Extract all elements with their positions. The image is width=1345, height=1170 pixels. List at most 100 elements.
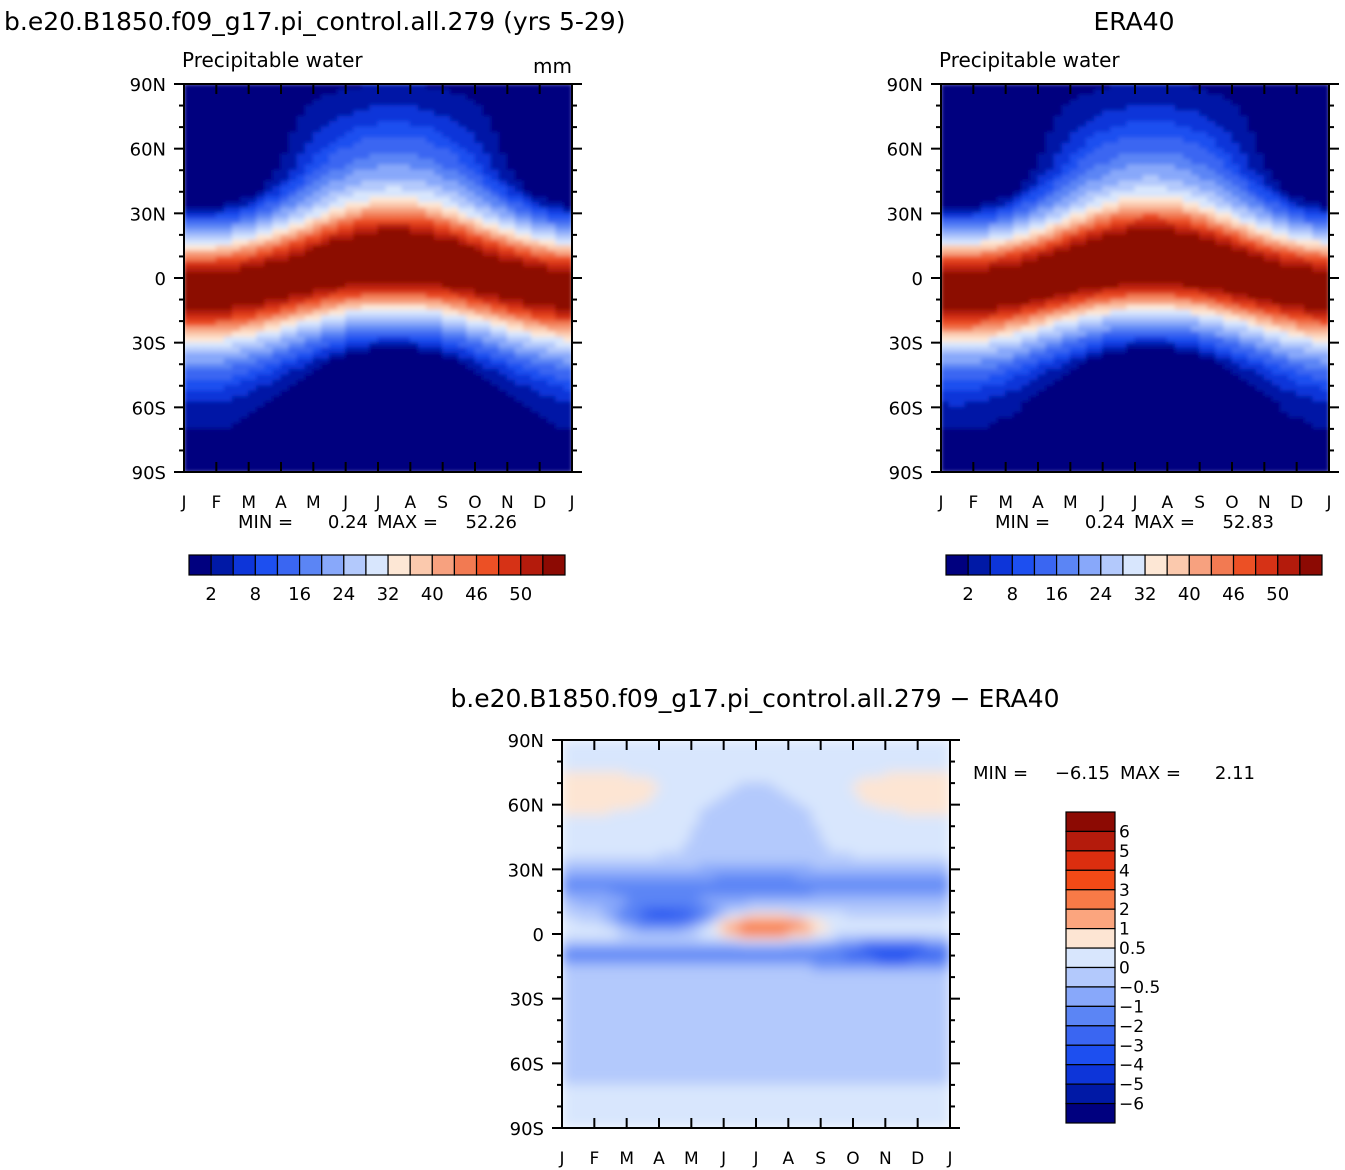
panel-right-field-cell (956, 288, 966, 295)
panel-left-field-cell (417, 132, 428, 139)
panel-right-subtitle: Precipitable water (939, 48, 1120, 72)
panel-right-field-cell (1013, 142, 1023, 150)
panel-left-field-cell (514, 202, 525, 209)
panel-left-field-cell (312, 88, 323, 96)
panel-right-field-cell (1029, 126, 1039, 134)
panel-left-field-cell (184, 304, 193, 312)
panel-right-field-cell (997, 223, 1007, 231)
panel-right-field-cell (1005, 185, 1015, 193)
panel-left-field-cell (264, 255, 274, 263)
panel-right-field-cell (1029, 169, 1039, 177)
panel-left-field-cell (466, 396, 476, 403)
panel-left-field-cell (264, 212, 274, 220)
panel-right-field-cell (1045, 460, 1055, 468)
panel-left-field-cell (523, 158, 533, 166)
panel-left-field-cell (490, 444, 500, 452)
panel-right-field-cell (1045, 94, 1055, 101)
panel-left-field-cell (329, 207, 339, 215)
panel-right-field-cell (972, 255, 983, 263)
panel-left-field-cell (539, 191, 549, 198)
panel-left-field-cell (215, 342, 226, 349)
panel-right-field-cell (948, 379, 958, 387)
panel-left-field-cell (184, 309, 193, 317)
panel-left-field-cell (482, 255, 492, 263)
panel-left-field-cell (409, 245, 420, 252)
panel-right-field-cell (1086, 396, 1096, 403)
panel-left-field-cell (248, 363, 258, 371)
panel-right-field-cell (1021, 406, 1031, 414)
panel-left-field-cell (401, 309, 412, 317)
panel-left-field-cell (531, 142, 541, 150)
panel-right-field-cell (1029, 153, 1039, 161)
panel-right-field-cell (980, 196, 991, 204)
panel-left-field-cell (288, 444, 298, 452)
panel-left-field-cell (361, 229, 371, 236)
panel-left-field-cell (304, 148, 315, 155)
panel-left-field-cell (207, 401, 218, 409)
panel-left-field-cell (191, 347, 201, 355)
panel-right-field-cell (997, 250, 1007, 258)
panel-right-field-cell (972, 320, 983, 328)
panel-left-field-cell (353, 266, 363, 274)
panel-left-field-cell (506, 331, 517, 338)
panel-left-field-cell (474, 315, 484, 322)
panel-right-field-cell (941, 423, 950, 430)
panel-left-field-cell (199, 245, 209, 252)
panel-right-field-cell (1053, 272, 1063, 279)
panel-right-field-cell (1061, 223, 1072, 231)
panel-left-field-cell (256, 84, 266, 91)
panel-left-field-cell (345, 406, 355, 414)
panel-left-field-cell (393, 390, 403, 398)
panel-left-field-cell (490, 277, 500, 285)
panel-left-field-cell (409, 191, 420, 198)
panel-left-field-cell (320, 412, 331, 419)
panel-right-field-cell (941, 175, 950, 182)
panel-left-field-cell (264, 164, 274, 171)
panel-left-field-cell (312, 94, 323, 101)
panel-left-field-cell (223, 401, 234, 409)
panel-left-field-cell (531, 110, 541, 118)
panel-left-field-cell (240, 331, 250, 338)
panel-right-field-cell (1013, 423, 1023, 430)
panel-right-field-cell (1077, 142, 1088, 150)
panel-right-field-cell (941, 142, 950, 150)
panel-left-field-cell (498, 255, 509, 263)
panel-right-field-cell (1013, 169, 1023, 177)
panel-right-field-cell (1013, 466, 1023, 472)
panel-right-field-cell (1021, 336, 1031, 344)
panel-left-field-cell (353, 137, 363, 144)
panel-left-x-tick-label: M (306, 493, 321, 513)
panel-left-field-cell (482, 250, 492, 258)
panel-left-field-cell (215, 315, 226, 322)
panel-left-field-cell (555, 164, 565, 171)
panel-left-field-cell (514, 126, 525, 134)
panel-left-field-cell (304, 261, 315, 268)
panel-left-field-cell (296, 202, 306, 209)
panel-left-field-cell (547, 363, 557, 371)
panel-left-field-cell (442, 266, 452, 274)
panel-left-field-cell (264, 293, 274, 301)
panel-left-field-cell (393, 196, 403, 204)
panel-left-field-cell (296, 466, 306, 472)
panel-left-field-cell (450, 282, 460, 290)
panel-left-field-cell (490, 99, 500, 107)
panel-left-field-cell (272, 466, 282, 472)
panel-left-field-cell (531, 94, 541, 101)
panel-left-field-cell (232, 142, 242, 150)
panel-right-field-cell (1021, 153, 1031, 161)
panel-left-field-cell (393, 347, 403, 355)
panel-left-field-cell (215, 115, 226, 123)
panel-left-field-cell (288, 266, 298, 274)
panel-left-field-cell (434, 99, 444, 107)
panel-left-field-cell (474, 358, 484, 365)
panel-right-field-cell (1021, 202, 1031, 209)
panel-left-field-cell (272, 449, 282, 457)
panel-left-field-cell (547, 460, 557, 468)
panel-left-field-cell (401, 164, 412, 171)
panel-left-field-cell (361, 358, 371, 365)
panel-left-field-cell (264, 175, 274, 182)
panel-right-field-cell (1037, 164, 1047, 171)
panel-left-field-cell (417, 207, 428, 215)
panel-left-field-cell (426, 331, 436, 338)
panel-left-field-cell (184, 175, 193, 182)
